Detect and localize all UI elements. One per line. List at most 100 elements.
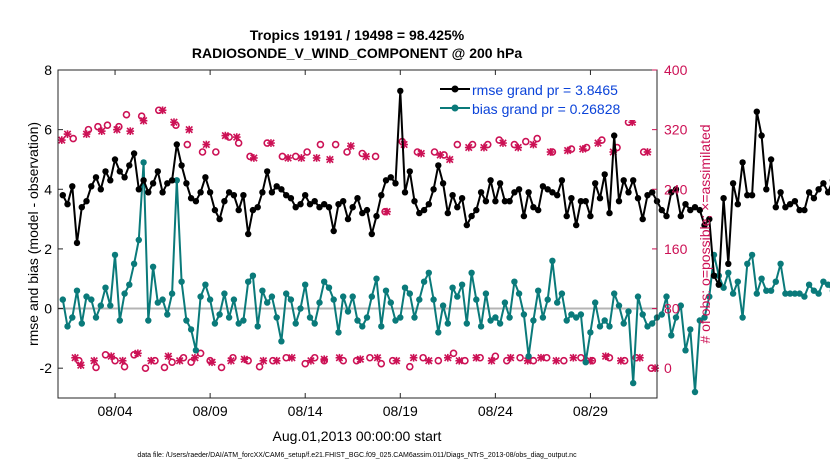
- bias-point: [439, 302, 447, 309]
- rmse-point: [815, 186, 822, 193]
- obs-assimilated-marker: [288, 353, 296, 362]
- bias-point: [454, 293, 461, 300]
- rmse-point: [463, 221, 470, 229]
- bias-point: [235, 320, 242, 327]
- rmse-point: [444, 209, 451, 217]
- bias-point: [501, 299, 509, 306]
- bias-point: [245, 278, 252, 285]
- rmse-point: [73, 239, 81, 247]
- bias-point: [73, 287, 81, 294]
- bias-point: [691, 388, 699, 396]
- plot-frame: [57, 69, 658, 399]
- rmse-point: [430, 186, 437, 193]
- rmse-point: [791, 198, 799, 205]
- bias-point: [159, 296, 166, 303]
- rmse-point: [278, 186, 285, 193]
- legend-marker-bias: [451, 104, 459, 112]
- bias-point: [791, 290, 799, 297]
- obs-possible-marker: [343, 148, 351, 156]
- rmse-point: [520, 212, 528, 220]
- bias-point: [211, 320, 219, 327]
- rmse-point: [306, 201, 314, 208]
- bias-point: [97, 302, 105, 309]
- bias-point: [140, 159, 147, 166]
- rmse-point: [321, 201, 328, 208]
- bias-point: [64, 323, 71, 330]
- bias-point: [677, 302, 684, 309]
- bias-point: [283, 290, 290, 297]
- rmse-point: [492, 198, 499, 205]
- rmse-point: [268, 189, 276, 196]
- bias-point: [325, 284, 333, 291]
- rmse-point: [406, 168, 413, 175]
- rmse-point: [592, 180, 599, 187]
- bias-point: [487, 317, 494, 324]
- obs-assimilated-marker: [113, 125, 121, 134]
- obs-assimilated-marker: [259, 356, 268, 365]
- obs-possible-marker: [160, 363, 169, 372]
- rmse-point: [767, 156, 775, 163]
- rmse-point: [639, 215, 646, 223]
- bias-point: [183, 317, 190, 324]
- obs-assimilated-marker: [569, 353, 578, 362]
- rmse-point: [245, 230, 252, 238]
- y-axis-label-right: # of obs: o=possible; ×=assimilated: [697, 124, 713, 343]
- rmse-point: [606, 209, 613, 217]
- bias-point: [615, 302, 623, 309]
- bias-point: [102, 284, 109, 291]
- bias-point: [720, 284, 727, 291]
- obs-assimilated-marker: [118, 356, 127, 365]
- obs-assimilated-marker: [417, 149, 426, 158]
- bias-point: [264, 299, 271, 306]
- bias-point: [625, 308, 632, 315]
- rmse-point: [582, 198, 589, 205]
- obs-possible-marker: [377, 359, 386, 368]
- bias-point: [368, 293, 375, 300]
- obs-assimilated-marker: [250, 154, 258, 162]
- rmse-point: [810, 195, 818, 202]
- rmse-point: [88, 183, 95, 190]
- rmse-point: [435, 162, 442, 169]
- rmse-point: [720, 195, 727, 202]
- obs-assimilated-marker: [537, 353, 545, 362]
- bias-point: [620, 320, 627, 327]
- obs-possible-marker: [316, 140, 325, 149]
- bias-point: [311, 320, 318, 327]
- bias-point: [416, 296, 423, 303]
- obs-assimilated-marker: [147, 356, 156, 365]
- rmse-point: [715, 281, 722, 288]
- bias-point: [810, 287, 818, 294]
- rmse-point: [206, 189, 214, 196]
- obs-assimilated-marker: [400, 140, 408, 149]
- rmse-point: [772, 204, 779, 211]
- bias-point: [630, 379, 637, 387]
- rmse-point: [454, 204, 461, 211]
- obs-possible-marker: [255, 362, 264, 371]
- bias-point: [292, 320, 299, 327]
- rmse-point: [230, 192, 238, 199]
- bias-point: [192, 347, 200, 354]
- obs-assimilated-marker: [455, 356, 464, 365]
- obs-assimilated-marker: [362, 152, 370, 161]
- obs-assimilated-marker: [90, 356, 98, 365]
- rmse-point: [634, 195, 642, 202]
- rmse-point: [283, 192, 290, 199]
- bias-point: [154, 299, 161, 306]
- obs-possible-marker: [491, 352, 500, 361]
- legend-label-rmse: rmse grand pr = 3.8465: [472, 82, 618, 98]
- bias-point: [506, 314, 513, 321]
- y-tick-label-right: 0: [664, 360, 672, 376]
- rmse-point: [801, 206, 808, 214]
- rmse-point: [159, 189, 166, 196]
- rmse-point: [649, 189, 656, 196]
- rmse-point: [644, 192, 651, 199]
- obs-assimilated-marker: [297, 154, 306, 162]
- bias-point: [321, 278, 328, 285]
- obs-possible-marker: [560, 356, 568, 365]
- rmse-point: [325, 204, 333, 211]
- obs-assimilated-marker: [107, 352, 116, 361]
- rmse-point: [796, 206, 803, 214]
- rmse-point: [354, 195, 361, 202]
- bias-point: [173, 177, 180, 184]
- obs-possible-marker: [405, 362, 414, 371]
